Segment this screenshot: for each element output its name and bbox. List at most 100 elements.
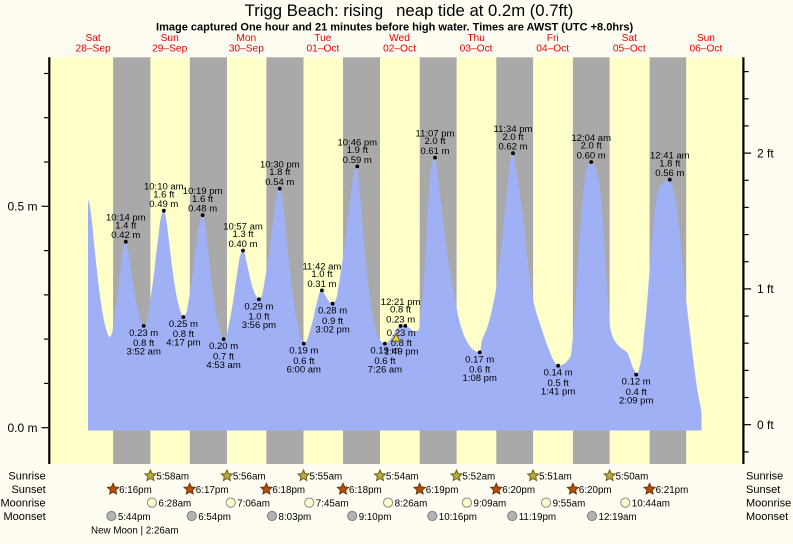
svg-text:0.23 m: 0.23 m	[387, 328, 416, 339]
svg-text:12:04 am: 12:04 am	[571, 133, 611, 144]
svg-text:0.29 m: 0.29 m	[244, 301, 273, 312]
svg-text:02–Oct: 02–Oct	[383, 43, 416, 54]
svg-text:6:21pm: 6:21pm	[656, 485, 689, 496]
svg-text:1:08 pm: 1:08 pm	[463, 373, 497, 384]
svg-text:0.23 m: 0.23 m	[129, 328, 158, 339]
svg-text:0.8 ft: 0.8 ft	[133, 338, 154, 349]
svg-text:Sunset: Sunset	[746, 484, 780, 496]
svg-text:10:10 am: 10:10 am	[144, 182, 184, 193]
svg-text:05–Oct: 05–Oct	[613, 43, 646, 54]
svg-text:4:17 pm: 4:17 pm	[166, 338, 200, 349]
svg-text:0.54 m: 0.54 m	[265, 177, 294, 188]
svg-text:0.6 ft: 0.6 ft	[469, 365, 490, 376]
svg-text:Sat: Sat	[85, 33, 100, 44]
svg-text:Sat: Sat	[622, 33, 637, 44]
svg-text:2.0 ft: 2.0 ft	[424, 136, 445, 147]
svg-text:1.3 ft: 1.3 ft	[232, 229, 253, 240]
svg-text:2 ft: 2 ft	[757, 146, 774, 160]
svg-text:1:41 pm: 1:41 pm	[541, 386, 575, 397]
svg-text:0.5 m: 0.5 m	[7, 200, 37, 214]
svg-text:30–Sep: 30–Sep	[229, 43, 264, 54]
svg-text:1.8 ft: 1.8 ft	[269, 167, 290, 178]
svg-text:0 ft: 0 ft	[757, 418, 774, 432]
svg-text:8:26am: 8:26am	[395, 498, 428, 509]
svg-text:6:18pm: 6:18pm	[272, 485, 305, 496]
svg-text:Wed: Wed	[389, 33, 410, 44]
svg-text:Moonrise: Moonrise	[746, 497, 791, 509]
svg-text:10:57 am: 10:57 am	[223, 222, 263, 233]
svg-text:11:19pm: 11:19pm	[519, 512, 556, 523]
svg-text:5:52am: 5:52am	[463, 472, 496, 483]
svg-text:0.20 m: 0.20 m	[209, 341, 238, 352]
svg-text:2:09 pm: 2:09 pm	[619, 395, 653, 406]
svg-text:10:14 pm: 10:14 pm	[106, 213, 146, 224]
svg-text:Mon: Mon	[236, 33, 256, 44]
svg-text:3:02 pm: 3:02 pm	[315, 324, 349, 335]
svg-text:5:58am: 5:58am	[156, 472, 189, 483]
svg-text:6:00 am: 6:00 am	[287, 364, 321, 375]
svg-text:6:19pm: 6:19pm	[426, 485, 459, 496]
svg-text:11:42 am: 11:42 am	[302, 261, 341, 272]
svg-text:0.6 ft: 0.6 ft	[293, 356, 314, 367]
svg-text:0.31 m: 0.31 m	[307, 279, 336, 290]
svg-text:0.61 m: 0.61 m	[420, 146, 449, 157]
svg-text:3:52 am: 3:52 am	[127, 347, 161, 358]
svg-text:28–Sep: 28–Sep	[76, 43, 111, 54]
svg-text:0.60 m: 0.60 m	[577, 151, 606, 162]
svg-text:11:07 pm: 11:07 pm	[416, 129, 455, 140]
svg-text:0.14 m: 0.14 m	[544, 368, 573, 379]
svg-text:Thu: Thu	[467, 33, 485, 44]
svg-text:0.0 m: 0.0 m	[7, 421, 37, 435]
svg-text:03–Oct: 03–Oct	[460, 43, 493, 54]
svg-text:6:17pm: 6:17pm	[196, 485, 229, 496]
svg-text:12:21 pm: 12:21 pm	[381, 297, 421, 308]
svg-text:0.19 m: 0.19 m	[370, 346, 399, 357]
svg-text:6:20pm: 6:20pm	[579, 485, 612, 496]
svg-text:01–Oct: 01–Oct	[306, 43, 339, 54]
svg-text:6:28am: 6:28am	[159, 498, 192, 509]
svg-text:Tue: Tue	[314, 33, 332, 44]
svg-text:8:03pm: 8:03pm	[279, 512, 312, 523]
svg-text:06–Oct: 06–Oct	[689, 43, 722, 54]
svg-text:0.6 ft: 0.6 ft	[374, 356, 395, 367]
svg-text:0.17 m: 0.17 m	[465, 354, 494, 365]
svg-text:1 ft: 1 ft	[757, 282, 774, 296]
svg-text:12:41 am: 12:41 am	[650, 151, 690, 162]
svg-text:9:09am: 9:09am	[474, 498, 507, 509]
svg-text:0.49 m: 0.49 m	[149, 199, 178, 210]
svg-text:1.0 ft: 1.0 ft	[248, 312, 269, 323]
svg-text:0.23 m: 0.23 m	[386, 314, 415, 325]
svg-text:0.62 m: 0.62 m	[498, 142, 527, 153]
svg-text:Moonrise: Moonrise	[0, 497, 45, 509]
svg-text:12:19am: 12:19am	[599, 512, 637, 523]
svg-text:10:44am: 10:44am	[632, 498, 670, 509]
svg-text:10:19 pm: 10:19 pm	[183, 186, 223, 197]
svg-text:6:16pm: 6:16pm	[119, 485, 152, 496]
svg-text:10:46 pm: 10:46 pm	[337, 137, 377, 148]
svg-text:5:55am: 5:55am	[310, 472, 343, 483]
svg-text:1.0 ft: 1.0 ft	[311, 269, 332, 280]
svg-text:9:55am: 9:55am	[553, 498, 586, 509]
svg-text:0.9 ft: 0.9 ft	[322, 316, 343, 327]
svg-text:0.8 ft: 0.8 ft	[391, 338, 412, 349]
svg-text:7:26 am: 7:26 am	[368, 364, 402, 375]
svg-text:6:20pm: 6:20pm	[502, 485, 535, 496]
svg-text:7:06am: 7:06am	[237, 498, 270, 509]
svg-text:10:30 pm: 10:30 pm	[260, 160, 300, 171]
svg-text:1.6 ft: 1.6 ft	[153, 189, 174, 200]
svg-text:2.0 ft: 2.0 ft	[581, 141, 602, 152]
svg-text:0.59 m: 0.59 m	[343, 155, 372, 166]
svg-text:Sunrise: Sunrise	[8, 471, 45, 483]
svg-text:Sunset: Sunset	[11, 484, 45, 496]
svg-text:0.8 ft: 0.8 ft	[173, 329, 194, 340]
svg-text:5:51am: 5:51am	[539, 472, 572, 483]
svg-text:Moonset: Moonset	[746, 511, 788, 523]
svg-text:Moonset: Moonset	[3, 511, 45, 523]
svg-text:Trigg Beach: rising neap tide: Trigg Beach: rising neap tide at 0.2m (0…	[245, 1, 574, 20]
svg-text:0.12 m: 0.12 m	[622, 377, 651, 388]
svg-text:04–Oct: 04–Oct	[536, 43, 569, 54]
svg-text:4:53 am: 4:53 am	[206, 360, 240, 371]
svg-text:0.5 ft: 0.5 ft	[548, 378, 569, 389]
svg-text:6:18pm: 6:18pm	[349, 485, 382, 496]
svg-text:0.40 m: 0.40 m	[228, 239, 257, 250]
